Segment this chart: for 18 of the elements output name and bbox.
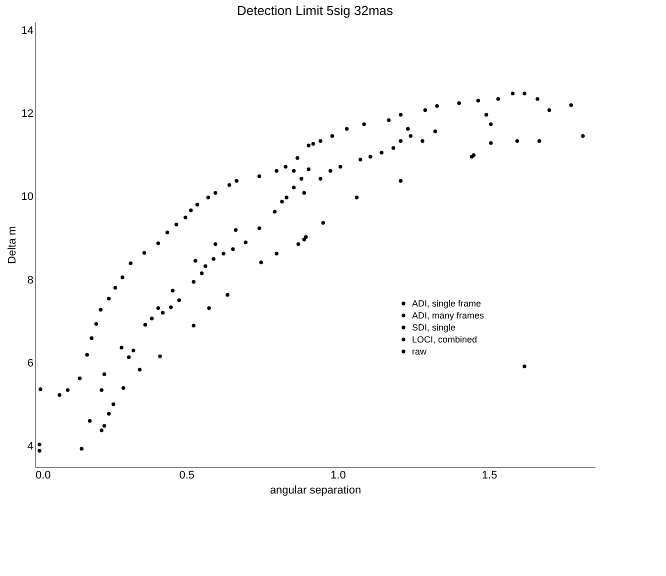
x-tick-label: 1.5 [482,470,498,482]
y-tick-label: 10 [21,191,34,204]
legend-label: ADI, many frames [412,310,485,320]
legend-label: raw [412,346,427,356]
x-tick-label: 1.0 [330,470,346,482]
x-axis-title: angular separation [270,484,362,496]
y-tick-label: 14 [21,24,34,37]
chart-title: Detection Limit 5sig 32mas [236,3,394,18]
y-tick-label: 4 [27,440,34,453]
y-tick-label: 12 [21,108,34,120]
legend-label: SDI, single [412,322,456,332]
x-tick-label: 0.5 [179,470,194,482]
y-tick-label: 8 [27,274,34,286]
y-tick-label: 6 [27,358,34,370]
legend-label: ADI, single frame [412,298,482,308]
legend-label: LOCI, combined [412,334,478,344]
x-tick-label: 0.0 [36,470,51,482]
y-axis-title: Delta m [6,226,18,264]
